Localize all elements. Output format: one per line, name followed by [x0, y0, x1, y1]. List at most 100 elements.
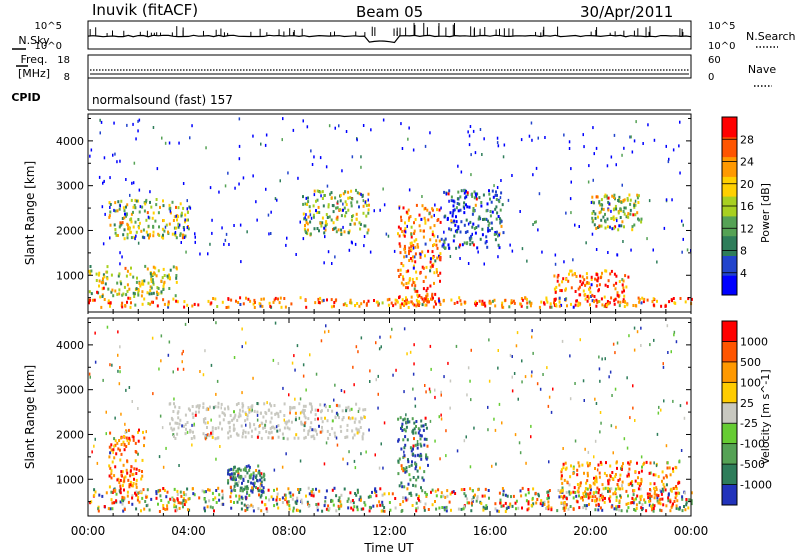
echo-cell	[134, 459, 137, 463]
echo-cell	[304, 416, 307, 420]
echo-cell	[327, 504, 330, 508]
echo-cell	[510, 495, 512, 499]
echo-cell	[463, 439, 466, 443]
echo-cell	[438, 257, 441, 261]
echo-cell	[134, 220, 137, 224]
echo-cell	[640, 217, 643, 221]
echo-cell	[129, 483, 132, 487]
echo-cell	[376, 300, 379, 304]
colorbar-swatch	[722, 402, 737, 424]
echo-cell	[567, 507, 570, 511]
echo-cell	[227, 472, 230, 476]
echo-cell	[125, 213, 128, 217]
echo-cell	[132, 484, 135, 488]
echo-cell	[591, 293, 594, 297]
echo-cell	[135, 482, 138, 486]
echo-cell	[621, 153, 623, 157]
echo-cell	[145, 495, 148, 499]
echo-cell	[604, 283, 607, 287]
echo-cell	[190, 437, 193, 440]
echo-cell	[246, 417, 249, 421]
echo-cell	[295, 433, 298, 437]
echo-cell	[239, 223, 242, 227]
echo-cell	[126, 438, 129, 442]
echo-cell	[429, 238, 432, 242]
echo-cell	[284, 493, 287, 497]
echo-cell	[561, 481, 564, 485]
echo-cell	[378, 500, 381, 504]
echo-cell	[174, 509, 177, 513]
echo-cell	[109, 223, 112, 227]
echo-cell	[505, 507, 508, 511]
echo-cell	[113, 223, 116, 227]
echo-cell	[248, 408, 251, 412]
echo-cell	[387, 234, 390, 238]
echo-cell	[521, 486, 524, 490]
echo-cell	[185, 427, 187, 431]
echo-cell	[298, 416, 301, 420]
echo-cell	[402, 418, 405, 422]
echo-cell	[378, 347, 381, 351]
echo-cell	[448, 500, 451, 504]
echo-cell	[413, 437, 415, 441]
echo-cell	[420, 486, 422, 490]
echo-cell	[352, 436, 354, 440]
echo-cell	[623, 225, 625, 229]
echo-cell	[288, 504, 291, 508]
echo-cell	[496, 186, 499, 189]
echo-cell	[389, 335, 392, 339]
echo-cell	[407, 460, 410, 464]
echo-cell	[504, 510, 507, 513]
echo-cell	[239, 408, 241, 412]
echo-cell	[607, 489, 609, 493]
echo-cell	[435, 239, 438, 243]
echo-cell	[473, 426, 475, 430]
echo-cell	[266, 510, 269, 513]
echo-cell	[456, 300, 459, 304]
echo-cell	[415, 493, 418, 497]
echo-cell	[586, 461, 589, 465]
echo-cell	[420, 296, 423, 300]
echo-cell	[388, 501, 391, 504]
echo-cell	[400, 219, 403, 222]
echo-cell	[312, 494, 315, 498]
echo-cell	[208, 488, 211, 492]
echo-cell	[267, 436, 270, 440]
echo-cell	[412, 372, 415, 376]
echo-cell	[106, 265, 109, 269]
echo-cell	[487, 489, 490, 492]
echo-cell	[353, 222, 356, 226]
echo-cell	[141, 205, 144, 209]
echo-cell	[627, 215, 630, 219]
echo-cell	[233, 410, 235, 414]
echo-cell	[419, 271, 422, 275]
echo-cell	[150, 286, 153, 290]
echo-cell	[504, 501, 507, 505]
echo-cell	[152, 211, 155, 215]
echo-cell	[684, 491, 686, 495]
echo-cell	[586, 471, 589, 475]
echo-cell	[531, 496, 534, 500]
echo-cell	[325, 441, 328, 445]
echo-cell	[568, 272, 570, 276]
echo-cell	[262, 426, 265, 430]
echo-cell	[281, 465, 284, 469]
echo-cell	[126, 236, 129, 240]
echo-cell	[424, 384, 426, 387]
echo-cell	[446, 489, 449, 493]
echo-cell	[585, 272, 588, 276]
echo-cell	[458, 245, 461, 249]
echo-cell	[568, 492, 571, 496]
echo-cell	[460, 488, 463, 492]
echo-cell	[436, 270, 438, 274]
echo-cell	[156, 304, 159, 308]
echo-cell	[641, 465, 643, 469]
echo-cell	[179, 202, 182, 206]
echo-cell	[137, 119, 139, 123]
echo-cell	[184, 234, 187, 238]
echo-cell	[336, 215, 339, 219]
echo-cell	[328, 405, 331, 408]
echo-cell	[527, 491, 530, 495]
echo-cell	[330, 498, 333, 502]
